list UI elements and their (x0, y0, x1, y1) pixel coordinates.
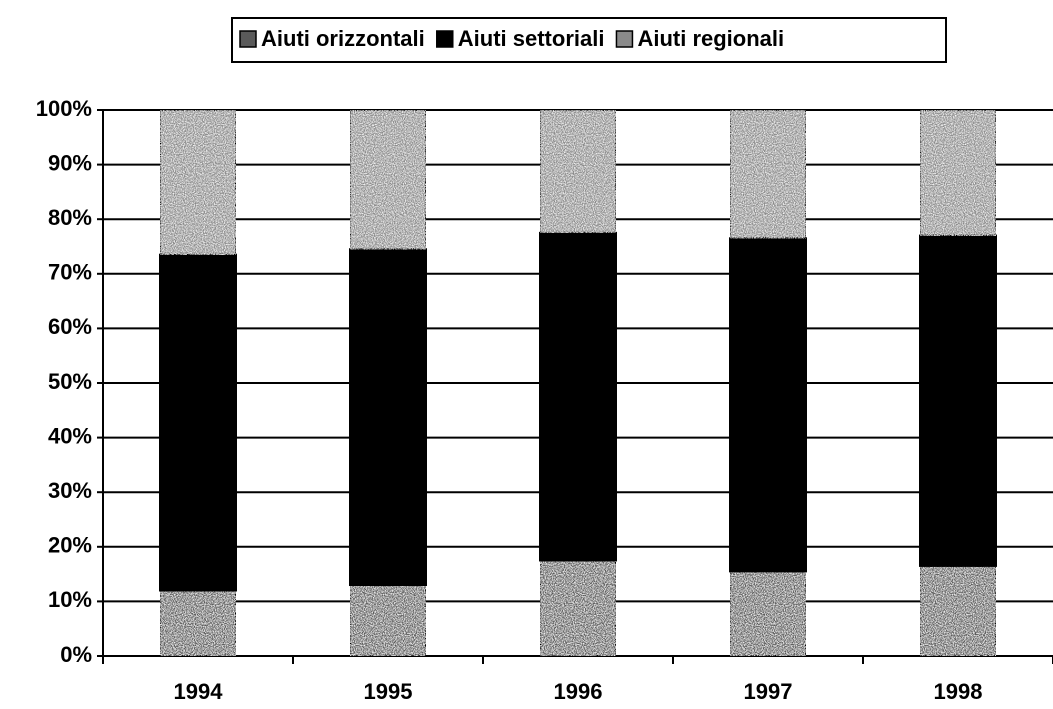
legend-label: Aiuti settoriali (458, 26, 605, 51)
legend-label: Aiuti regionali (637, 26, 784, 51)
legend-label: Aiuti orizzontali (261, 26, 425, 51)
bar-segment (729, 109, 807, 240)
bar-segment (349, 248, 427, 587)
y-tick-label: 100% (36, 96, 92, 121)
bar-segment (349, 584, 427, 658)
bar-segment (729, 237, 807, 573)
bar-segment (729, 570, 807, 657)
y-tick-label: 10% (48, 587, 92, 612)
y-tick-label: 70% (48, 260, 92, 285)
bar-segment (159, 109, 237, 256)
bar-segment (919, 109, 997, 237)
bar-segment (159, 253, 237, 592)
legend-box (231, 17, 947, 63)
bar-segment (919, 564, 997, 657)
legend-swatch (436, 30, 454, 48)
x-tick-label: 1994 (174, 679, 224, 704)
y-tick-label: 60% (48, 314, 92, 339)
bar-segment (159, 589, 237, 657)
legend-swatch (239, 30, 257, 48)
x-tick-label: 1998 (934, 679, 983, 704)
bar-segment (539, 559, 617, 658)
bar-segment (539, 109, 617, 234)
y-tick-label: 0% (60, 642, 92, 667)
x-tick-label: 1996 (554, 679, 603, 704)
x-tick-label: 1997 (744, 679, 793, 704)
y-tick-label: 40% (48, 423, 92, 448)
bar-segment (539, 231, 617, 562)
y-tick-label: 20% (48, 533, 92, 558)
y-tick-label: 30% (48, 478, 92, 503)
bar-segment (349, 109, 427, 251)
legend-swatch (615, 30, 634, 48)
y-tick-label: 50% (48, 369, 92, 394)
y-tick-label: 90% (48, 150, 92, 175)
bar-segment (919, 234, 997, 567)
y-tick-label: 80% (48, 205, 92, 230)
x-tick-label: 1995 (364, 679, 413, 704)
